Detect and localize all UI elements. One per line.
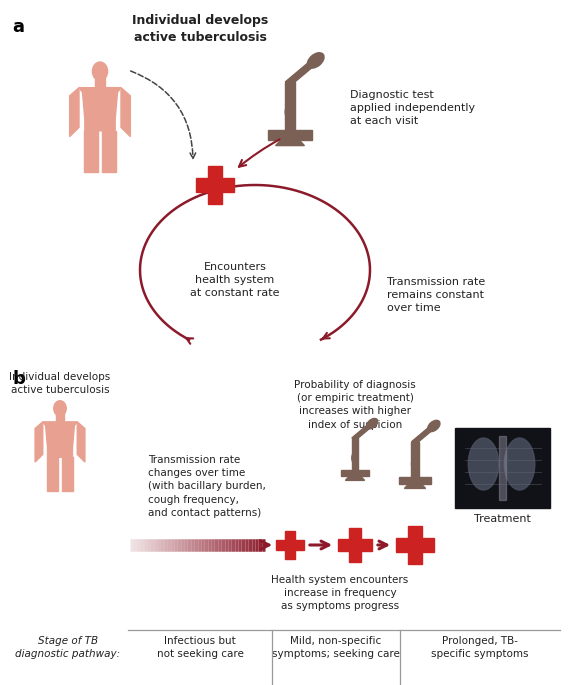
FancyArrowPatch shape bbox=[130, 71, 195, 158]
Text: Diagnostic test
applied independently
at each visit: Diagnostic test applied independently at… bbox=[350, 90, 475, 126]
Text: Treatment: Treatment bbox=[474, 514, 531, 524]
Ellipse shape bbox=[505, 438, 535, 490]
Polygon shape bbox=[84, 131, 97, 172]
FancyArrowPatch shape bbox=[239, 139, 280, 166]
Text: Transmission rate
remains constant
over time: Transmission rate remains constant over … bbox=[387, 277, 485, 313]
Ellipse shape bbox=[352, 452, 358, 464]
Text: b: b bbox=[12, 370, 25, 388]
Polygon shape bbox=[70, 88, 79, 137]
FancyBboxPatch shape bbox=[285, 531, 295, 559]
Polygon shape bbox=[285, 60, 321, 82]
FancyBboxPatch shape bbox=[269, 130, 311, 140]
FancyBboxPatch shape bbox=[338, 538, 372, 551]
Polygon shape bbox=[79, 88, 121, 131]
Polygon shape bbox=[35, 422, 43, 462]
FancyBboxPatch shape bbox=[352, 438, 358, 471]
Polygon shape bbox=[411, 426, 437, 442]
Text: Transmission rate
changes over time
(with bacillary burden,
cough frequency,
and: Transmission rate changes over time (wit… bbox=[148, 455, 266, 518]
Ellipse shape bbox=[468, 438, 499, 490]
Text: Probability of diagnosis
(or empiric treatment)
increases with higher
index of s: Probability of diagnosis (or empiric tre… bbox=[294, 380, 416, 429]
Ellipse shape bbox=[285, 103, 295, 121]
Polygon shape bbox=[121, 88, 130, 137]
Polygon shape bbox=[276, 130, 304, 146]
FancyBboxPatch shape bbox=[56, 414, 64, 422]
Polygon shape bbox=[346, 470, 365, 480]
Polygon shape bbox=[102, 131, 117, 172]
Polygon shape bbox=[43, 422, 77, 458]
FancyBboxPatch shape bbox=[455, 428, 550, 508]
Ellipse shape bbox=[428, 421, 440, 432]
Polygon shape bbox=[62, 458, 74, 491]
Text: Health system encounters
increase in frequency
as symptoms progress: Health system encounters increase in fre… bbox=[271, 575, 409, 612]
FancyBboxPatch shape bbox=[499, 436, 506, 500]
Polygon shape bbox=[404, 477, 426, 488]
Ellipse shape bbox=[92, 62, 107, 81]
FancyBboxPatch shape bbox=[276, 540, 304, 550]
FancyBboxPatch shape bbox=[208, 166, 222, 204]
Text: a: a bbox=[12, 18, 24, 36]
Polygon shape bbox=[46, 458, 58, 491]
Text: Infectious but
not seeking care: Infectious but not seeking care bbox=[157, 636, 244, 659]
Text: Mild, non-specific
symptoms; seeking care: Mild, non-specific symptoms; seeking car… bbox=[272, 636, 400, 659]
Text: Prolonged, TB-
specific symptoms: Prolonged, TB- specific symptoms bbox=[432, 636, 529, 659]
Text: Stage of TB
diagnostic pathway:: Stage of TB diagnostic pathway: bbox=[16, 636, 121, 659]
Text: Individual develops
active tuberculosis: Individual develops active tuberculosis bbox=[132, 14, 268, 44]
Ellipse shape bbox=[411, 458, 419, 470]
Ellipse shape bbox=[307, 53, 324, 68]
Polygon shape bbox=[77, 422, 85, 462]
FancyBboxPatch shape bbox=[408, 526, 422, 564]
FancyBboxPatch shape bbox=[396, 538, 434, 552]
FancyBboxPatch shape bbox=[411, 442, 419, 479]
FancyBboxPatch shape bbox=[95, 78, 104, 88]
Polygon shape bbox=[352, 423, 375, 438]
FancyBboxPatch shape bbox=[349, 528, 361, 562]
FancyBboxPatch shape bbox=[340, 470, 369, 476]
FancyBboxPatch shape bbox=[399, 477, 431, 484]
FancyBboxPatch shape bbox=[196, 178, 234, 192]
Ellipse shape bbox=[367, 419, 378, 429]
Text: Individual develops
active tuberculosis: Individual develops active tuberculosis bbox=[9, 372, 111, 395]
FancyBboxPatch shape bbox=[285, 82, 295, 132]
Text: Encounters
health system
at constant rate: Encounters health system at constant rat… bbox=[190, 262, 280, 298]
Ellipse shape bbox=[54, 401, 66, 416]
